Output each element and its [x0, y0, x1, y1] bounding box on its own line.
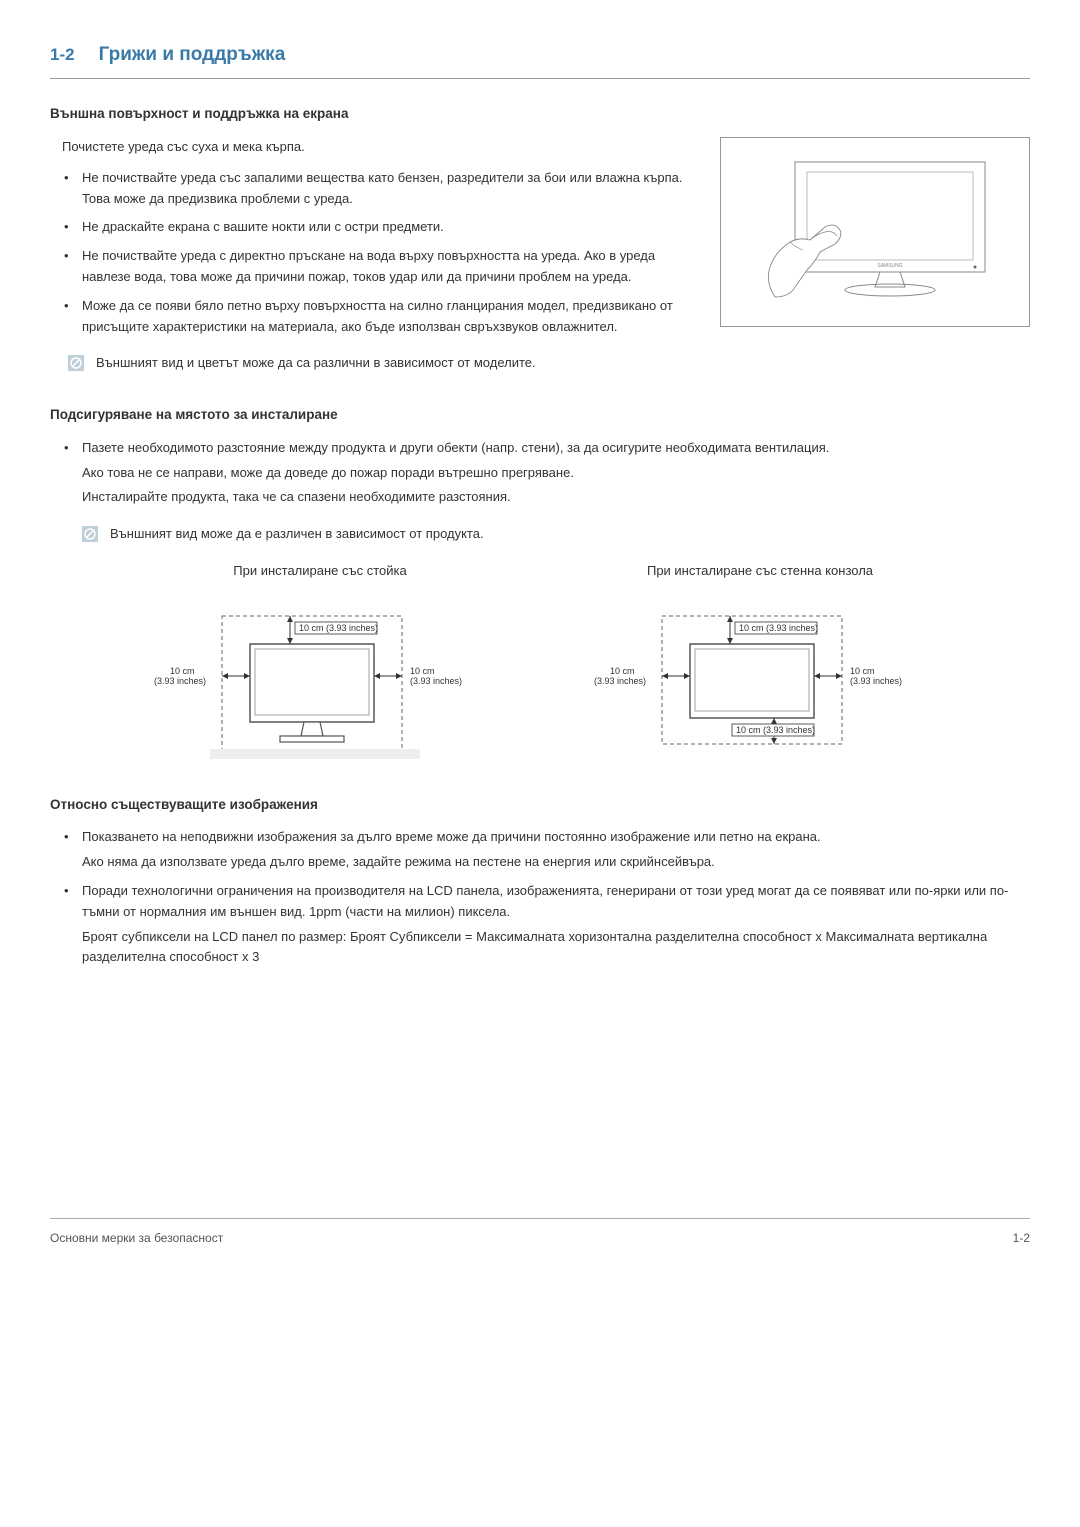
- section-title: Грижи и поддръжка: [99, 40, 286, 70]
- paragraph: Ако това не се направи, може да доведе д…: [82, 463, 1030, 484]
- page-footer: Основни мерки за безопасност 1-2: [50, 1218, 1030, 1248]
- footer-left: Основни мерки за безопасност: [50, 1229, 223, 1248]
- install-stand-column: При инсталиране със стойка: [120, 561, 520, 764]
- subsection-title: Външна повърхност и поддръжка на екрана: [50, 103, 1030, 125]
- svg-text:(3.93 inches): (3.93 inches): [850, 676, 902, 686]
- list-item: Може да се появи бяло петно върху повърх…: [62, 296, 700, 338]
- list-item: Не почиствайте уреда със запалими вещест…: [62, 168, 700, 210]
- caption: При инсталиране със стенна конзола: [560, 561, 960, 582]
- section-header: 1-2 Грижи и поддръжка: [50, 40, 1030, 79]
- paragraph: Поради технологични ограничения на произ…: [82, 881, 1030, 923]
- svg-text:(3.93 inches): (3.93 inches): [410, 676, 462, 686]
- caption: При инсталиране със стойка: [120, 561, 520, 582]
- bullet-list: Пазете необходимото разстояние между про…: [62, 438, 1030, 508]
- wall-diagram: 10 cm (3.93 inches) 10 cm (3.93 inches) …: [560, 594, 960, 764]
- list-item: Поради технологични ограничения на произ…: [62, 881, 1030, 968]
- monitor-cleaning-diagram: SAMSUNG: [720, 137, 1030, 327]
- stand-diagram: 10 cm (3.93 inches) 10 cm (3.93 inches) …: [120, 594, 520, 764]
- bullet-list: Не почиствайте уреда със запалими вещест…: [62, 168, 700, 338]
- list-item: Показването на неподвижни изображения за…: [62, 827, 1030, 873]
- subsection-installation: Подсигуряване на мястото за инсталиране …: [50, 404, 1030, 764]
- paragraph: Инсталирайте продукта, така че са спазен…: [82, 487, 1030, 508]
- svg-text:10 cm: 10 cm: [610, 666, 635, 676]
- svg-text:(3.93 inches): (3.93 inches): [154, 676, 206, 686]
- svg-text:SAMSUNG: SAMSUNG: [877, 263, 902, 269]
- install-diagrams-row: При инсталиране със стойка: [50, 561, 1030, 764]
- note-text: Външният вид може да е различен в зависи…: [110, 524, 1030, 545]
- svg-text:10 cm (3.93 inches): 10 cm (3.93 inches): [739, 623, 818, 633]
- paragraph: Ако няма да използвате уреда дълго време…: [82, 852, 1030, 873]
- svg-text:(3.93 inches): (3.93 inches): [594, 676, 646, 686]
- svg-text:10 cm (3.93 inches): 10 cm (3.93 inches): [736, 725, 815, 735]
- list-item: Пазете необходимото разстояние между про…: [62, 438, 1030, 508]
- svg-text:10 cm: 10 cm: [850, 666, 875, 676]
- paragraph: Показването на неподвижни изображения за…: [82, 827, 1030, 848]
- note-text: Външният вид и цветът може да са различн…: [96, 353, 700, 374]
- subsection-title: Относно съществуващите изображения: [50, 794, 1030, 816]
- note-row: Външният вид може да е различен в зависи…: [82, 524, 1030, 545]
- note-icon: [68, 355, 84, 371]
- subsection-existing-images: Относно съществуващите изображения Показ…: [50, 794, 1030, 968]
- paragraph: Пазете необходимото разстояние между про…: [82, 438, 1030, 459]
- svg-text:10 cm (3.93 inches): 10 cm (3.93 inches): [299, 623, 378, 633]
- image-column: SAMSUNG: [720, 137, 1030, 374]
- section-number: 1-2: [50, 41, 75, 68]
- note-row: Външният вид и цветът може да са различн…: [68, 353, 700, 374]
- install-wall-column: При инсталиране със стенна конзола 10 cm…: [560, 561, 960, 764]
- svg-text:10 cm: 10 cm: [170, 666, 195, 676]
- subsection-title: Подсигуряване на мястото за инсталиране: [50, 404, 1030, 426]
- footer-right: 1-2: [1013, 1229, 1030, 1248]
- list-item: Не почиствайте уреда с директно пръскане…: [62, 246, 700, 288]
- note-icon: [82, 526, 98, 542]
- intro-text: Почистете уреда със суха и мека кърпа.: [62, 137, 700, 158]
- list-item: Не драскайте екрана с вашите нокти или с…: [62, 217, 700, 238]
- paragraph: Броят субпиксели на LCD панел по размер:…: [82, 927, 1030, 969]
- svg-text:10 cm: 10 cm: [410, 666, 435, 676]
- text-column: Почистете уреда със суха и мека кърпа. Н…: [50, 137, 700, 374]
- subsection-cleaning: Външна повърхност и поддръжка на екрана …: [50, 103, 1030, 374]
- bullet-list: Показването на неподвижни изображения за…: [62, 827, 1030, 968]
